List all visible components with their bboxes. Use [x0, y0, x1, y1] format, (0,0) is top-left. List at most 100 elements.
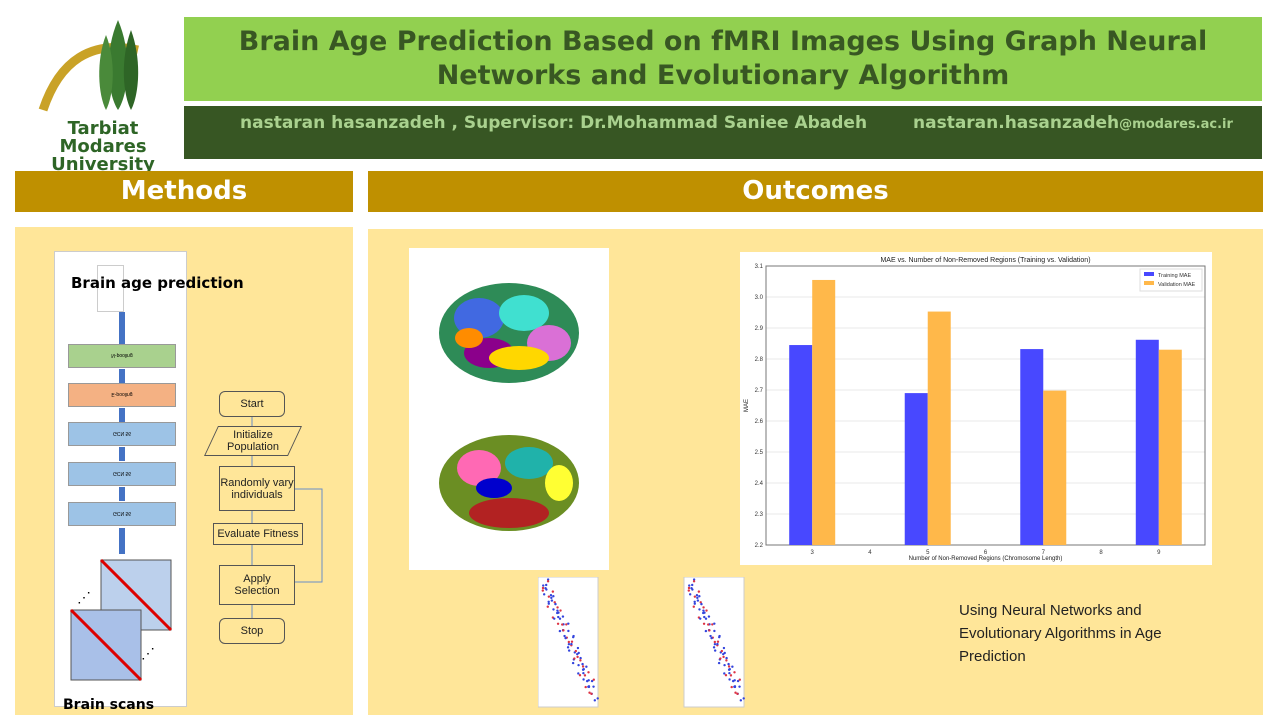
scatter-point	[727, 665, 731, 668]
scatter-point	[722, 652, 725, 656]
scatter-point	[713, 640, 717, 644]
layer-block: GCN 56	[68, 502, 176, 526]
logo-name: Tarbiat Modares University	[51, 118, 155, 175]
scatter-point	[564, 636, 567, 640]
scatter-point	[712, 646, 716, 649]
legend-label: Validation MAE	[1158, 282, 1196, 288]
scatter-point	[700, 602, 703, 606]
svg-text:⋰: ⋰	[141, 645, 155, 661]
flow-arrows	[251, 417, 323, 618]
scatter-point	[725, 659, 728, 662]
scatter-point	[581, 668, 585, 671]
bar-validation-mae	[927, 311, 951, 545]
scatter-point	[574, 649, 578, 653]
scatter-point	[723, 672, 726, 675]
scatter-point	[692, 578, 696, 581]
scatter-point	[693, 602, 696, 605]
chart-title: MAE vs. Number of Non-Removed Regions (T…	[880, 257, 1090, 264]
flow-start: Start	[219, 391, 285, 417]
scatter-point	[707, 615, 711, 618]
scatter-point	[692, 580, 696, 583]
scatter-point	[707, 623, 710, 626]
scatter-point	[705, 609, 708, 612]
scatter-point	[725, 656, 728, 660]
scatter-point	[717, 661, 721, 665]
scatter-point	[582, 678, 585, 681]
scatter-point	[730, 685, 733, 689]
scatter-point	[688, 584, 691, 587]
x-tick-label: 7	[1042, 550, 1046, 556]
bar-validation-mae	[812, 279, 836, 545]
y-tick-label: 2.8	[755, 357, 764, 363]
university-logo: Tarbiat Modares University	[28, 15, 178, 174]
scatter-point	[583, 674, 587, 677]
scatter-point	[713, 649, 717, 652]
scatter-point	[578, 674, 582, 677]
methods-panel: N-pooling E-pooling GCN 56 GCN 56 GCN 56…	[15, 227, 353, 715]
scatter-point	[570, 642, 573, 646]
scatter-point	[699, 601, 702, 604]
scatter-point	[702, 622, 706, 625]
outcomes-panel: 2.2 2.3 2.4 2.5 2.6 2.7 2.8 2.9 3.0 3.1 3 4 5 6 7 8 9 MAE…	[368, 229, 1263, 715]
scatter-point	[596, 697, 599, 700]
outcomes-caption: Using Neural Networks and Evolutionary A…	[959, 602, 1162, 665]
scatter-point	[704, 617, 708, 620]
scatter-point	[693, 600, 696, 603]
scatter-point	[696, 596, 699, 600]
scatter-point	[691, 583, 694, 587]
scatter-point	[556, 609, 559, 612]
scatter-point	[698, 594, 701, 598]
scatter-point	[577, 672, 580, 675]
scatter-point	[558, 617, 562, 620]
bar-validation-mae	[1158, 349, 1182, 545]
scatter-point	[555, 611, 559, 615]
scatter-point	[547, 602, 550, 605]
scatter-point	[703, 615, 706, 619]
scatter-point	[592, 678, 595, 681]
scatter-point	[593, 699, 597, 702]
scatter-plots	[538, 577, 745, 708]
scatter-point	[579, 656, 582, 660]
scatter-point	[553, 617, 556, 620]
scatter-point	[573, 657, 576, 660]
scatter-point	[587, 671, 590, 674]
brain-age-label: Brain age prediction	[71, 274, 244, 292]
scatter-point	[581, 662, 584, 666]
connectivity-matrices: ⋰⋰	[69, 558, 173, 682]
scatter-point	[698, 608, 701, 611]
scatter-point	[722, 646, 726, 650]
scatter-point	[567, 649, 571, 652]
x-tick-label: 3	[811, 550, 815, 556]
outcomes-heading: Outcomes	[368, 171, 1263, 212]
scatter-point	[592, 685, 595, 688]
scatter-point	[567, 642, 571, 646]
y-tick-label: 2.4	[755, 481, 764, 487]
flow-stop: Stop	[219, 618, 285, 644]
scatter-point	[547, 600, 550, 603]
scatter-point	[541, 589, 545, 592]
flow-vary: Randomly vary individuals	[219, 466, 295, 511]
scatter-point	[547, 595, 551, 598]
scatter-point	[557, 615, 560, 619]
scatter-point	[576, 646, 580, 650]
brain-parcellation-image	[409, 248, 609, 570]
scatter-point	[565, 623, 568, 626]
scatter-point	[731, 665, 734, 668]
flow-selection: Apply Selection	[219, 565, 295, 605]
scatter-point	[585, 665, 588, 668]
scatter-point	[579, 659, 582, 662]
scatter-point	[713, 642, 717, 646]
y-tick-label: 2.7	[755, 388, 764, 394]
scatter-point	[690, 587, 693, 590]
scatter-point	[733, 671, 736, 674]
scatter-point	[702, 609, 705, 612]
scatter-point	[566, 646, 570, 649]
scatter-point	[541, 586, 545, 590]
scatter-point	[738, 678, 741, 681]
scatter-point	[733, 685, 737, 688]
scatter-point	[577, 663, 580, 667]
scatter-point	[567, 640, 571, 644]
x-tick-label: 5	[926, 550, 930, 556]
legend-swatch	[1144, 281, 1154, 285]
scatter-point	[728, 678, 731, 681]
